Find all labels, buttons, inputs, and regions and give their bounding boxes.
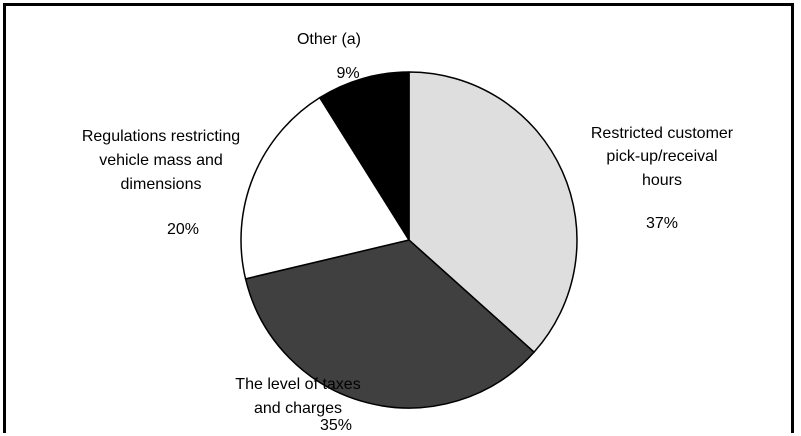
slice-label-other: Other (a) 9% <box>297 31 361 82</box>
pie-slice-restricted-hours <box>408 71 578 353</box>
slice-label-taxes-line-2: and charges <box>254 400 342 417</box>
slice-label-restricted-hours-line-1: Restricted customer <box>591 125 734 142</box>
slice-value-restricted-hours: 37% <box>646 215 678 232</box>
slice-label-taxes-line-1: The level of taxes <box>235 376 360 393</box>
pie-slice-regulations <box>240 96 410 280</box>
slice-label-restricted-hours-line-3: hours <box>642 172 682 189</box>
slice-value-taxes: 35% <box>320 417 352 434</box>
pie-slice-other <box>319 71 410 241</box>
chart-frame <box>3 3 794 433</box>
pie-slices <box>240 71 578 409</box>
slice-label-regulations: Regulations restricting vehicle mass and… <box>82 128 240 238</box>
pie-slice-taxes <box>244 239 535 409</box>
slice-label-taxes: The level of taxes and charges 35% <box>235 376 360 434</box>
slice-label-restricted-hours-line-2: pick-up/receival <box>606 148 717 165</box>
slice-value-regulations: 20% <box>167 221 199 238</box>
slice-label-regulations-line-1: Regulations restricting <box>82 128 240 145</box>
slice-label-other-line-1: Other (a) <box>297 31 361 48</box>
slice-label-regulations-line-3: dimensions <box>121 176 202 193</box>
slice-label-regulations-line-2: vehicle mass and <box>99 152 223 169</box>
slice-value-other: 9% <box>336 65 359 82</box>
slice-label-restricted-hours: Restricted customer pick-up/receival hou… <box>591 125 734 232</box>
